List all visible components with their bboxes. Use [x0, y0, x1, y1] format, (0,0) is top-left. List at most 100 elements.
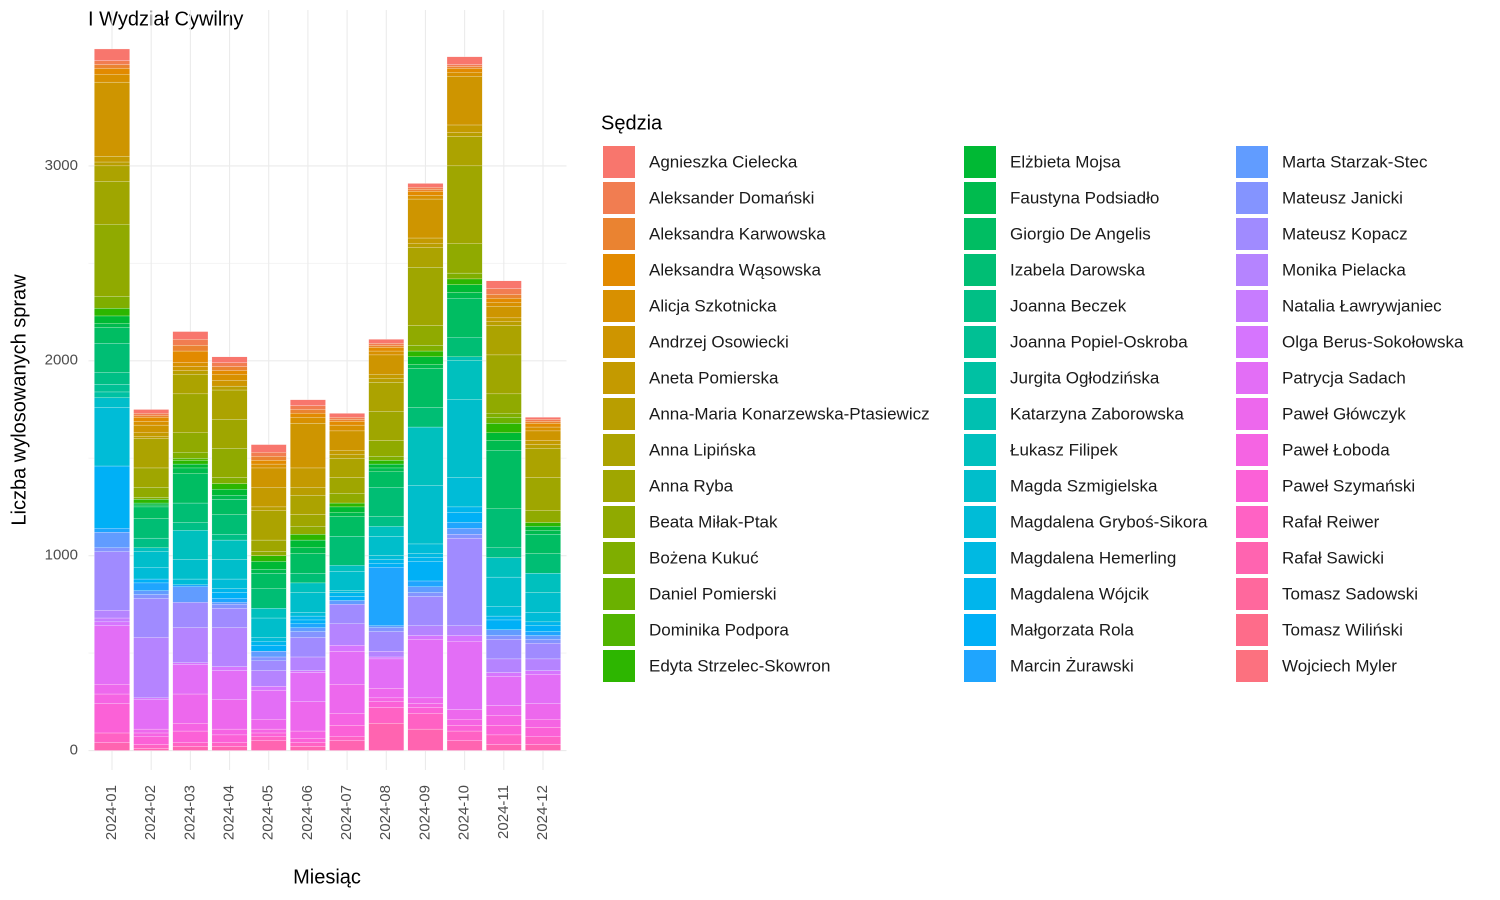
bar-segment — [446, 356, 483, 361]
legend-label: Łukasz Filipek — [1010, 440, 1118, 459]
bar-segment — [486, 705, 522, 716]
bar-segment — [407, 191, 444, 196]
bar-segment — [172, 460, 209, 465]
bar-segment — [525, 430, 561, 441]
bar-segment — [329, 590, 365, 593]
legend-label: Paweł Łoboda — [1282, 440, 1390, 459]
legend-label: Aneta Pomierska — [649, 368, 779, 387]
y-tick-label: 2000 — [45, 352, 78, 369]
bar-segment — [329, 417, 365, 420]
bar-segment — [329, 502, 365, 508]
bar-segment — [329, 604, 365, 624]
legend-swatch — [964, 542, 996, 574]
bar-segment — [172, 627, 209, 663]
legend-label: Dominika Podpora — [649, 620, 789, 639]
bar-segment — [250, 689, 287, 720]
bar-segment — [250, 444, 287, 453]
legend-swatch — [603, 182, 635, 214]
bar-segment — [211, 604, 248, 609]
bar-segment — [446, 635, 483, 642]
bar-segment — [250, 463, 287, 469]
bar-segment — [172, 331, 209, 340]
bar-segment — [446, 522, 483, 529]
bar-segment — [525, 703, 561, 720]
bar-segment — [94, 296, 130, 309]
legend-swatch — [603, 578, 635, 610]
bar-segment — [407, 707, 444, 714]
legend-swatch — [603, 254, 635, 286]
x-tick-label: 2024-11 — [495, 785, 512, 839]
legend-label: Anna-Maria Konarzewska-Ptasiewicz — [649, 404, 930, 423]
bar-segment — [486, 576, 522, 607]
bar-segment — [525, 417, 561, 420]
bar-segment — [525, 553, 561, 574]
bar-segment — [329, 516, 365, 537]
legend-label: Bożena Kukuć — [649, 548, 759, 567]
bar-segment — [486, 606, 522, 617]
bar-segment — [290, 730, 326, 739]
bar-segment — [290, 612, 326, 617]
legend-label: Jurgita Ogłodzińska — [1010, 368, 1160, 387]
bar-segment — [172, 345, 209, 352]
bar-segment — [486, 658, 522, 673]
bar-segment — [250, 456, 287, 461]
bar-segment — [172, 746, 209, 751]
bar-segment — [211, 746, 248, 751]
legend-label: Paweł Szymański — [1282, 476, 1415, 495]
bar-segment — [133, 578, 169, 584]
bar-segment — [446, 512, 483, 523]
bar-segment — [172, 467, 209, 474]
bar-segment — [211, 670, 248, 700]
bar-segment — [133, 598, 169, 638]
legend-swatch — [1236, 182, 1268, 214]
bar-segment — [94, 610, 130, 619]
legend-label: Monika Pielacka — [1282, 260, 1406, 279]
bar-segment — [407, 350, 444, 357]
bar-segment — [525, 643, 561, 660]
bar-segment — [133, 432, 169, 437]
bar-segment — [94, 68, 130, 75]
bar-segment — [446, 124, 483, 133]
bar-segment — [407, 713, 444, 730]
legend-label: Marcin Żurawski — [1010, 656, 1134, 675]
bar-segment — [133, 699, 169, 730]
bar-segment — [290, 582, 326, 593]
bar-segment — [94, 323, 130, 328]
bar-segment — [329, 536, 365, 566]
bar-segment — [290, 399, 326, 406]
bar-segment — [525, 530, 561, 535]
bar-segment — [446, 136, 483, 167]
bar-segment — [250, 728, 287, 734]
bar-segment — [250, 740, 287, 751]
bar-segment — [94, 315, 130, 324]
bar-segment — [446, 243, 483, 274]
bar-segment — [368, 440, 405, 457]
bar-segment — [525, 621, 561, 626]
bar-segment — [407, 592, 444, 597]
bar-segment — [94, 407, 130, 467]
bar-segment — [329, 493, 365, 504]
bar-segment — [172, 578, 209, 585]
legend-label: Daniel Pomierski — [649, 584, 777, 603]
legend-swatch — [964, 182, 996, 214]
bar-segment — [486, 280, 522, 289]
bar-segment — [250, 656, 287, 661]
bar-segment — [133, 409, 169, 414]
bar-segment — [172, 463, 209, 469]
bar-segment — [486, 288, 522, 295]
bar-segment — [446, 625, 483, 636]
bar-segment — [94, 547, 130, 552]
bar-segment — [407, 625, 444, 636]
bar-segment — [250, 719, 287, 730]
bar-segment — [290, 615, 326, 621]
bar-segment — [329, 713, 365, 726]
bar-segment — [290, 592, 326, 613]
bar-segment — [172, 522, 209, 531]
bar-segment — [172, 730, 209, 743]
bar-segment — [211, 578, 248, 589]
bar-segment — [133, 697, 169, 700]
bar-segment — [486, 450, 522, 509]
bar-segment — [368, 723, 405, 751]
bar-segment — [407, 243, 444, 248]
bar-segment — [250, 732, 287, 737]
